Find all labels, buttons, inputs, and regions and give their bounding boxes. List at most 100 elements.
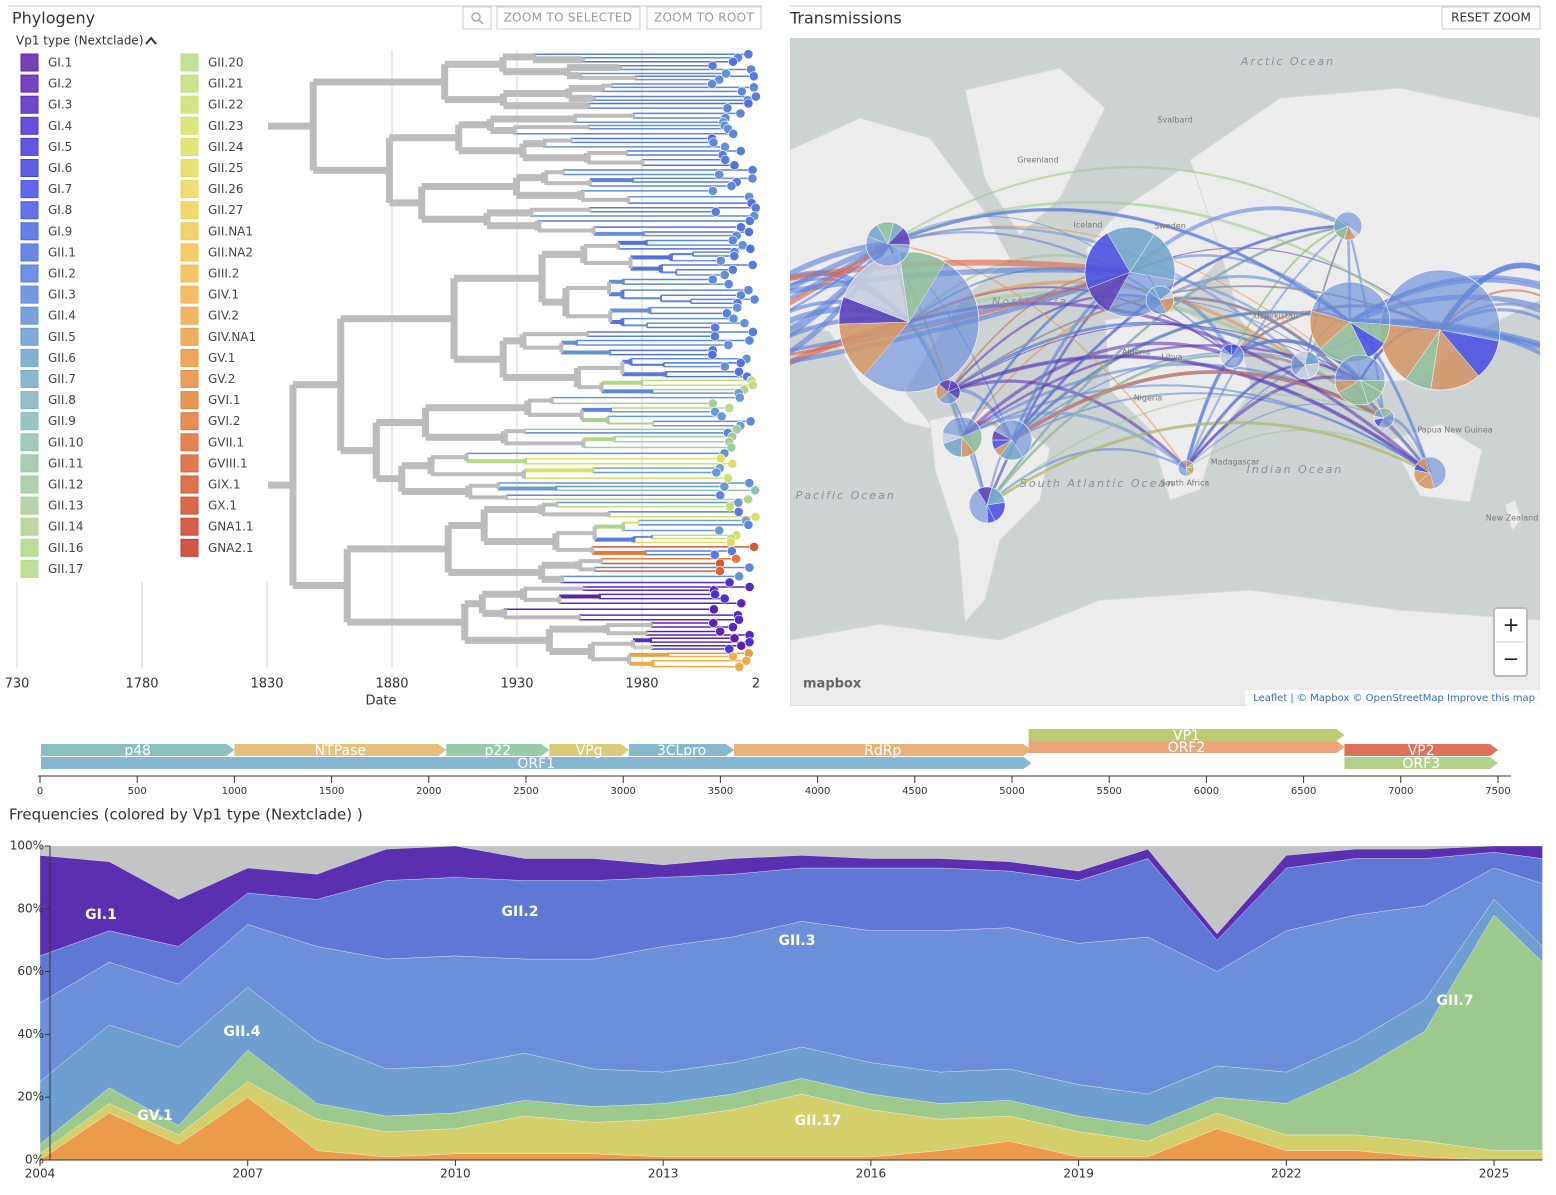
pie[interactable] (1413, 456, 1447, 490)
tip[interactable] (715, 490, 726, 501)
tip[interactable] (720, 141, 730, 152)
legend-label[interactable]: GII.4 (48, 309, 76, 323)
reset-zoom-button[interactable] (1441, 6, 1541, 30)
legend-swatch[interactable] (180, 159, 199, 177)
legend-label[interactable]: GI.1 (48, 56, 72, 70)
attribution[interactable]: Leaflet | © Mapbox © OpenStreetMap Impro… (1253, 693, 1535, 704)
tip[interactable] (734, 571, 745, 582)
pie[interactable] (941, 416, 983, 458)
pie[interactable] (1290, 350, 1320, 380)
tip[interactable] (708, 137, 719, 148)
legend-label[interactable]: GNA2.1 (208, 541, 254, 555)
legend-swatch[interactable] (180, 538, 199, 557)
legend-label[interactable]: GII.12 (48, 478, 83, 492)
tip[interactable] (708, 604, 719, 615)
tip[interactable] (728, 56, 738, 67)
tip[interactable] (744, 216, 755, 226)
tip[interactable] (727, 264, 738, 275)
legend-title[interactable]: Vp1 type (Nextclade) (16, 34, 144, 48)
tip[interactable] (734, 661, 745, 672)
legend-label[interactable]: GIV.1 (208, 288, 239, 302)
pie[interactable] (1334, 354, 1386, 406)
tip[interactable] (724, 501, 735, 512)
tip[interactable] (736, 598, 747, 609)
legend-swatch[interactable] (20, 137, 39, 156)
gene[interactable] (234, 744, 447, 756)
legend-swatch[interactable] (180, 53, 199, 72)
tip[interactable] (743, 98, 754, 109)
tip[interactable] (710, 589, 720, 600)
legend-label[interactable]: GI.8 (48, 203, 72, 217)
tip[interactable] (731, 424, 742, 435)
tip[interactable] (743, 49, 754, 60)
legend-swatch[interactable] (180, 180, 199, 199)
gene[interactable] (1028, 729, 1345, 741)
legend-swatch[interactable] (180, 412, 199, 431)
tip[interactable] (719, 270, 730, 280)
tip[interactable] (707, 274, 718, 285)
gene[interactable] (734, 744, 1032, 756)
tip[interactable] (714, 525, 725, 536)
legend-label[interactable]: GII.20 (208, 56, 243, 70)
tip[interactable] (735, 108, 746, 119)
tip[interactable] (710, 206, 721, 217)
tip[interactable] (716, 411, 727, 422)
tip[interactable] (710, 331, 720, 342)
tip[interactable] (744, 335, 755, 346)
tip[interactable] (749, 294, 760, 305)
legend-label[interactable]: GII.NA1 (208, 224, 253, 238)
tip[interactable] (733, 497, 744, 508)
pie[interactable] (1309, 281, 1391, 363)
legend-swatch[interactable] (20, 433, 39, 452)
legend-label[interactable]: GI.6 (48, 161, 72, 175)
zoom-out[interactable]: − (1503, 647, 1520, 671)
legend-label[interactable]: GII.5 (48, 330, 76, 344)
tip[interactable] (750, 202, 761, 213)
pie[interactable] (935, 379, 961, 405)
tip[interactable] (744, 637, 755, 648)
legend-swatch[interactable] (20, 264, 39, 283)
tip[interactable] (723, 340, 734, 350)
legend-swatch[interactable] (180, 348, 199, 367)
legend-label[interactable]: GX.1 (208, 499, 237, 513)
legend-label[interactable]: GV.2 (208, 372, 235, 386)
tip[interactable] (735, 358, 746, 368)
tip[interactable] (750, 511, 761, 522)
legend-swatch[interactable] (20, 538, 39, 557)
tip[interactable] (715, 626, 726, 637)
legend-swatch[interactable] (180, 454, 199, 473)
tip[interactable] (707, 398, 718, 409)
gene[interactable] (40, 757, 1032, 769)
tip[interactable] (715, 453, 726, 464)
legend-swatch[interactable] (180, 327, 199, 346)
tip[interactable] (719, 481, 730, 492)
legend-swatch[interactable] (20, 180, 39, 199)
tip[interactable] (744, 562, 755, 573)
legend-swatch[interactable] (20, 391, 39, 410)
tip[interactable] (723, 473, 733, 484)
button-label[interactable]: RESET ZOOM (1451, 11, 1531, 25)
tip[interactable] (725, 537, 736, 548)
legend-label[interactable]: GII.2 (48, 267, 76, 281)
legend-label[interactable]: GII.NA2 (208, 245, 253, 259)
tip[interactable] (729, 251, 740, 261)
tip[interactable] (748, 71, 759, 82)
tip[interactable] (743, 494, 754, 505)
legend-swatch[interactable] (180, 116, 199, 135)
legend-label[interactable]: GI.5 (48, 140, 72, 154)
legend-swatch[interactable] (20, 475, 39, 494)
legend-label[interactable]: GII.3 (48, 288, 76, 302)
legend-label[interactable]: GIV.NA1 (208, 330, 256, 344)
tip[interactable] (734, 366, 744, 377)
tip[interactable] (751, 91, 761, 102)
legend-label[interactable]: GII.25 (208, 161, 243, 175)
tip[interactable] (736, 222, 746, 233)
tip[interactable] (707, 79, 717, 89)
tip[interactable] (726, 181, 737, 191)
tip[interactable] (743, 519, 754, 530)
tip[interactable] (729, 633, 740, 644)
legend-label[interactable]: GIV.2 (208, 309, 239, 323)
mapbox-logo[interactable]: mapbox (803, 677, 862, 692)
tip[interactable] (719, 593, 730, 604)
legend-label[interactable]: GII.24 (208, 140, 243, 154)
